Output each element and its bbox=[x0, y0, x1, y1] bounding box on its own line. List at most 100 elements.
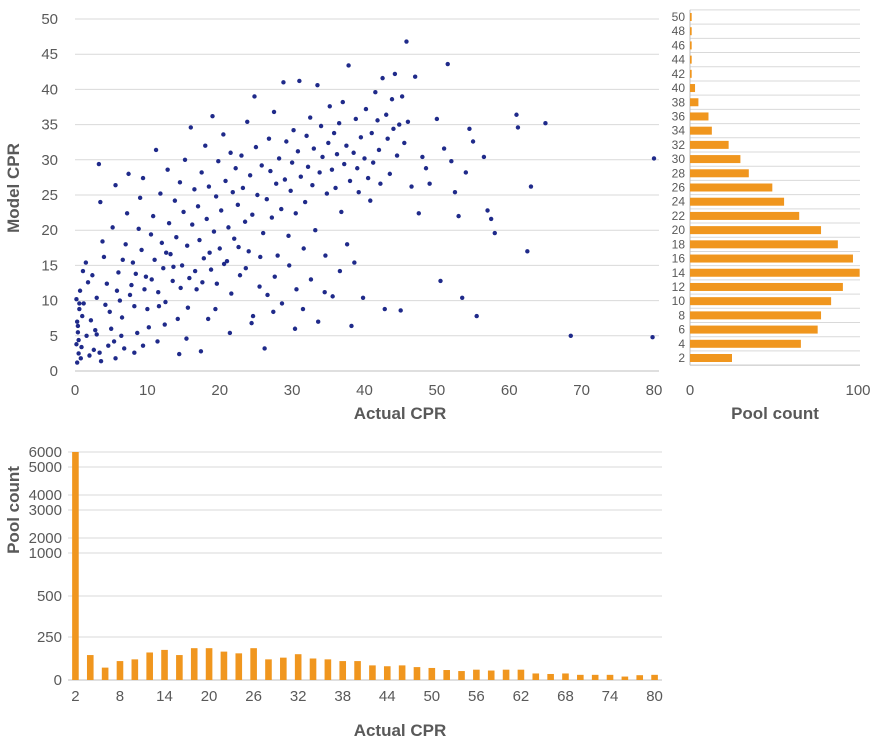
right-histogram-bar bbox=[690, 311, 822, 320]
scatter-point bbox=[165, 167, 170, 172]
scatter-point bbox=[195, 204, 201, 209]
scatter-point bbox=[203, 143, 208, 148]
scatter-point bbox=[108, 326, 114, 331]
bottom-histogram-bar bbox=[250, 648, 257, 680]
scatter-point bbox=[172, 198, 178, 203]
scatter-point bbox=[384, 112, 389, 117]
right-histogram-bar bbox=[690, 169, 749, 178]
scatter-point bbox=[135, 330, 140, 336]
scatter-point bbox=[281, 80, 286, 85]
bottom-histogram-bar bbox=[517, 669, 525, 680]
bottom-histogram-x-tick-labels: 2 8 14 20 26 32 38 44 50 56 62 68 74 80 bbox=[71, 688, 663, 705]
scatter-point bbox=[389, 97, 395, 102]
bottom-histogram-bar bbox=[101, 667, 109, 680]
scatter-point bbox=[91, 347, 97, 353]
right-histogram-y-tick: 40 bbox=[672, 81, 686, 95]
scatter-point bbox=[344, 143, 349, 148]
scatter-point bbox=[156, 289, 161, 295]
scatter-y-tick: 20 bbox=[41, 222, 58, 239]
scatter-point bbox=[326, 140, 331, 146]
scatter-point bbox=[149, 277, 154, 282]
scatter-point bbox=[143, 274, 149, 279]
scatter-point bbox=[75, 323, 81, 329]
right-histogram-y-tick: 22 bbox=[672, 209, 686, 223]
scatter-point bbox=[150, 213, 156, 219]
scatter-point bbox=[163, 299, 168, 305]
scatter-x-tick: 40 bbox=[356, 382, 373, 399]
scatter-point bbox=[322, 289, 327, 295]
right-histogram-bar bbox=[690, 197, 785, 206]
right-histogram-bar bbox=[690, 211, 800, 220]
scatter-point bbox=[126, 171, 131, 177]
bottom-histogram-bar bbox=[577, 674, 584, 680]
scatter-point bbox=[368, 198, 373, 203]
bottom-histogram-bar bbox=[205, 648, 213, 680]
scatter-point bbox=[76, 351, 81, 356]
scatter-point bbox=[467, 126, 472, 132]
scatter-point bbox=[247, 173, 253, 178]
scatter-point bbox=[235, 202, 241, 208]
scatter-point bbox=[405, 119, 411, 124]
bottom-histogram-x-tick: 80 bbox=[646, 688, 663, 705]
right-histogram-x-axis-title: Pool count bbox=[731, 404, 819, 423]
scatter-point bbox=[213, 194, 219, 199]
scatter-point bbox=[369, 130, 374, 136]
scatter-point bbox=[452, 189, 458, 195]
scatter-point bbox=[129, 282, 134, 288]
scatter-point bbox=[249, 320, 254, 326]
bottom-histogram-bar bbox=[220, 651, 228, 680]
scatter-point bbox=[211, 229, 217, 234]
scatter-point bbox=[207, 250, 212, 255]
scatter-point bbox=[329, 167, 335, 172]
scatter-point bbox=[94, 332, 99, 337]
scatter-point bbox=[148, 232, 154, 237]
scatter-point bbox=[228, 150, 233, 155]
right-histogram-y-tick: 18 bbox=[672, 237, 686, 251]
scatter-point bbox=[528, 184, 534, 189]
scatter-y-axis-title: Model CPR bbox=[4, 143, 23, 233]
scatter-gridlines bbox=[75, 18, 659, 372]
scatter-point bbox=[174, 235, 179, 240]
right-histogram-bar bbox=[690, 69, 692, 78]
scatter-point bbox=[460, 295, 465, 300]
right-histogram-bar bbox=[690, 55, 692, 64]
scatter-point bbox=[264, 197, 269, 202]
scatter-y-tick: 10 bbox=[41, 293, 58, 310]
scatter-point bbox=[349, 323, 354, 329]
scatter-point bbox=[353, 116, 359, 122]
scatter-point bbox=[187, 275, 192, 281]
scatter-point bbox=[142, 287, 147, 292]
bottom-histogram-bar bbox=[86, 655, 94, 680]
scatter-point bbox=[515, 125, 521, 130]
scatter-point bbox=[233, 166, 238, 171]
scatter-point bbox=[274, 181, 279, 186]
right-histogram-bar bbox=[690, 27, 692, 36]
scatter-point bbox=[250, 212, 255, 217]
scatter-y-tick: 50 bbox=[41, 11, 58, 28]
bottom-histogram-bar bbox=[591, 674, 599, 680]
right-histogram-bar bbox=[690, 183, 773, 192]
scatter-point bbox=[170, 278, 175, 284]
scatter-point bbox=[375, 118, 380, 123]
right-histogram-y-tick: 26 bbox=[672, 181, 686, 195]
right-histogram-y-tick: 28 bbox=[672, 166, 686, 180]
scatter-point bbox=[88, 318, 94, 323]
scatter-point bbox=[224, 258, 230, 264]
scatter-point bbox=[87, 353, 92, 358]
scatter-point bbox=[201, 256, 207, 261]
scatter-point bbox=[291, 128, 296, 133]
scatter-point bbox=[83, 260, 89, 265]
scatter-point bbox=[318, 123, 324, 129]
scatter-point bbox=[213, 306, 218, 312]
scatter-point bbox=[344, 242, 350, 247]
scatter-point bbox=[90, 273, 95, 278]
scatter-point bbox=[351, 150, 356, 155]
scatter-point bbox=[227, 330, 233, 336]
scatter-point bbox=[398, 308, 403, 313]
scatter-point bbox=[184, 336, 189, 341]
scatter-point bbox=[236, 244, 241, 250]
scatter-point bbox=[320, 154, 325, 160]
right-histogram-x-tick-labels: 0 100 bbox=[686, 382, 870, 399]
scatter-point bbox=[200, 280, 205, 285]
